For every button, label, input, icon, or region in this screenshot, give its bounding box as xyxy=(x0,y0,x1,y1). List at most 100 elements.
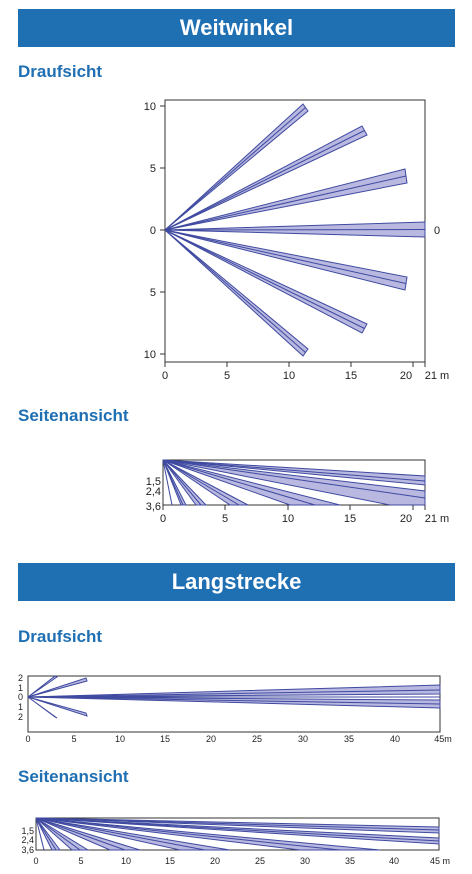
beam-centerline xyxy=(164,130,365,231)
y-tick-label: 2 xyxy=(18,712,23,722)
y-tick-label: 1 xyxy=(18,683,23,693)
x-tick-label: 0 xyxy=(160,513,166,525)
beam xyxy=(27,684,441,698)
x-unit-label: 21 m xyxy=(425,370,449,382)
beam-centerline xyxy=(35,817,57,851)
right-zero-label: 0 xyxy=(434,225,440,237)
beam-centerline xyxy=(162,459,316,506)
long-top-view-y-axis: 2 1 0 1 2 xyxy=(18,673,23,722)
x-tick-label: 15 xyxy=(345,370,357,382)
beam-centerline xyxy=(162,459,184,506)
x-tick-label: 5 xyxy=(222,513,228,525)
beam-centerline xyxy=(162,459,426,482)
beam-centerline xyxy=(162,459,240,506)
beam-centerline xyxy=(35,817,341,851)
x-tick-label: 10 xyxy=(283,370,295,382)
section-banner-wide: Weitwinkel xyxy=(18,9,455,47)
beam-centerline xyxy=(164,229,306,353)
y-tick-label: 1,5 xyxy=(21,826,34,836)
beam-centerline xyxy=(27,696,441,705)
wide-side-view-diagram: 1,5 2,4 3,6 0 5 10 15 20 21 m xyxy=(146,459,449,525)
y-tick-label: 10 xyxy=(144,101,156,113)
x-tick-label: 0 xyxy=(25,734,30,744)
beam-centerline xyxy=(35,817,126,851)
beam-centerline xyxy=(162,459,426,499)
x-tick-label: 10 xyxy=(282,513,294,525)
wide-top-view-diagram: 10 5 0 5 10 0 5 10 15 20 21 m 0 xyxy=(144,99,449,382)
x-tick-label: 0 xyxy=(33,856,38,866)
beam-centerline xyxy=(27,689,441,698)
x-tick-label: 20 xyxy=(206,734,216,744)
y-tick-label: 5 xyxy=(150,163,156,175)
beam-centerline xyxy=(164,229,407,284)
y-tick-label: 1 xyxy=(18,702,23,712)
x-tick-label: 30 xyxy=(298,734,308,744)
long-top-view-x-axis: 0 5 10 15 20 25 30 35 40 45m xyxy=(25,734,451,744)
x-tick-label: 0 xyxy=(162,370,168,382)
x-tick-label: 30 xyxy=(300,856,310,866)
x-tick-label: 25 xyxy=(255,856,265,866)
y-tick-label: 1,5 xyxy=(146,476,161,488)
section-title-long: Langstrecke xyxy=(171,569,302,594)
x-tick-label: 40 xyxy=(390,734,400,744)
beam-centerline xyxy=(164,229,426,231)
x-tick-label: 25 xyxy=(252,734,262,744)
long-top-view-beams xyxy=(27,675,441,719)
x-tick-label: 20 xyxy=(210,856,220,866)
beam-centerline xyxy=(35,817,440,831)
y-tick-label: 0 xyxy=(150,225,156,237)
wide-side-view-heading: Seitenansicht xyxy=(18,406,129,425)
beam-centerline xyxy=(162,459,202,506)
beam-centerline xyxy=(35,817,45,851)
section-banner-long: Langstrecke xyxy=(18,563,455,601)
x-unit-label: 45m xyxy=(434,734,452,744)
x-tick-label: 10 xyxy=(121,856,131,866)
wide-side-view-beams xyxy=(162,459,426,506)
beam xyxy=(27,696,88,717)
long-side-view-diagram: 1,5 2,4 3,6 0 5 10 15 20 25 30 35 40 45 … xyxy=(21,817,450,866)
x-tick-label: 5 xyxy=(71,734,76,744)
wide-top-view-x-axis: 0 5 10 15 20 21 m xyxy=(162,362,449,382)
x-tick-label: 15 xyxy=(344,513,356,525)
beam-centerline xyxy=(35,817,81,851)
y-tick-label: 0 xyxy=(18,692,23,702)
wide-top-view-beams xyxy=(164,103,426,357)
x-unit-label: 45 m xyxy=(430,856,450,866)
y-tick-label: 2,4 xyxy=(146,486,161,498)
y-tick-label: 10 xyxy=(144,349,156,361)
x-tick-label: 40 xyxy=(389,856,399,866)
y-tick-label: 3,6 xyxy=(146,501,161,513)
long-top-view-diagram: 2 1 0 1 2 0 5 10 15 20 25 30 35 40 45m xyxy=(18,673,452,744)
y-tick-label: 5 xyxy=(150,287,156,299)
y-tick-label: 2 xyxy=(18,673,23,683)
x-tick-label: 15 xyxy=(160,734,170,744)
section-title-wide: Weitwinkel xyxy=(179,15,294,40)
beam-centerline xyxy=(164,107,306,231)
beam-centerline xyxy=(164,175,407,231)
x-tick-label: 20 xyxy=(400,513,412,525)
long-side-view-beams xyxy=(35,817,440,851)
wide-side-view-x-axis: 0 5 10 15 20 21 m xyxy=(160,505,449,525)
beam xyxy=(27,696,58,719)
long-side-view-heading: Seitenansicht xyxy=(18,767,129,786)
x-tick-label: 15 xyxy=(165,856,175,866)
x-tick-label: 5 xyxy=(78,856,83,866)
wide-side-view-y-axis: 1,5 2,4 3,6 xyxy=(146,476,161,513)
x-tick-label: 20 xyxy=(400,370,412,382)
long-side-view-y-axis: 1,5 2,4 3,6 xyxy=(21,826,34,855)
beam xyxy=(27,675,58,698)
x-unit-label: 21 m xyxy=(425,513,449,525)
beam xyxy=(162,459,187,506)
beam-centerline xyxy=(164,229,365,329)
y-tick-label: 2,4 xyxy=(21,835,34,845)
beam xyxy=(27,677,88,698)
wide-top-view-y-axis: 10 5 0 5 10 xyxy=(144,101,165,361)
x-tick-label: 35 xyxy=(344,734,354,744)
x-tick-label: 35 xyxy=(345,856,355,866)
beam-centerline xyxy=(35,817,440,842)
x-tick-label: 10 xyxy=(115,734,125,744)
beam-centerline xyxy=(35,817,206,851)
y-tick-label: 3,6 xyxy=(21,845,34,855)
x-tick-label: 5 xyxy=(224,370,230,382)
long-side-view-x-axis: 0 5 10 15 20 25 30 35 40 45 m xyxy=(33,856,450,866)
